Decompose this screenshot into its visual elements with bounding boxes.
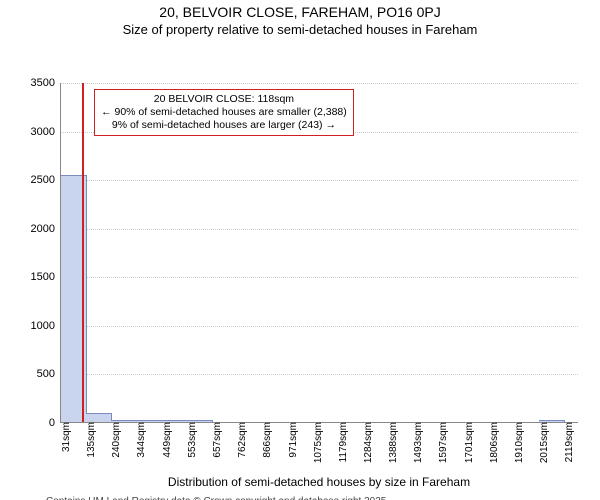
x-tick-label: 1597sqm [436,422,449,463]
x-tick-label: 1284sqm [361,422,374,463]
title-address: 20, BELVOIR CLOSE, FAREHAM, PO16 0PJ [0,4,600,20]
gridline [61,180,578,181]
x-tick-label: 449sqm [160,422,173,458]
x-tick-label: 1493sqm [411,422,424,463]
x-tick-label: 2015sqm [537,422,550,463]
y-tick-label: 500 [37,368,61,380]
x-tick-label: 1701sqm [462,422,475,463]
y-tick-label: 1000 [31,320,61,332]
histogram-bar [86,413,112,422]
gridline [61,277,578,278]
x-tick-label: 1806sqm [487,422,500,463]
x-tick-label: 240sqm [109,422,122,458]
y-tick-label: 3500 [31,77,61,89]
x-tick-label: 1388sqm [386,422,399,463]
x-tick-label: 866sqm [260,422,273,458]
x-tick-label: 2119sqm [562,422,575,462]
x-tick-label: 1075sqm [311,422,324,463]
footer-line-1: Contains HM Land Registry data © Crown c… [46,495,600,500]
annotation-box: 20 BELVOIR CLOSE: 118sqm← 90% of semi-de… [94,89,354,136]
chart-container: Number of semi-detached properties 05001… [0,37,600,473]
gridline [61,374,578,375]
x-tick-label: 31sqm [59,422,72,452]
y-tick-label: 2000 [31,223,61,235]
reference-line [82,83,84,422]
footer-attribution: Contains HM Land Registry data © Crown c… [46,495,600,500]
gridline [61,326,578,327]
y-tick-label: 1500 [31,271,61,283]
y-tick-label: 3000 [31,126,61,138]
x-tick-label: 657sqm [210,422,223,458]
x-tick-label: 135sqm [84,422,97,458]
x-tick-label: 553sqm [185,422,198,458]
x-axis-label: Distribution of semi-detached houses by … [60,475,578,489]
x-tick-label: 344sqm [134,422,147,458]
gridline [61,229,578,230]
gridline [61,83,578,84]
annotation-line: 20 BELVOIR CLOSE: 118sqm [101,93,347,106]
x-tick-label: 1179sqm [336,422,349,462]
annotation-line: ← 90% of semi-detached houses are smalle… [101,106,347,119]
x-tick-label: 1910sqm [512,422,525,463]
x-tick-label: 762sqm [235,422,248,458]
plot-area: 050010001500200025003000350031sqm135sqm2… [60,83,578,423]
y-tick-label: 2500 [31,174,61,186]
x-tick-label: 971sqm [286,422,299,458]
title-subtitle: Size of property relative to semi-detach… [0,22,600,37]
annotation-line: 9% of semi-detached houses are larger (2… [101,119,347,132]
